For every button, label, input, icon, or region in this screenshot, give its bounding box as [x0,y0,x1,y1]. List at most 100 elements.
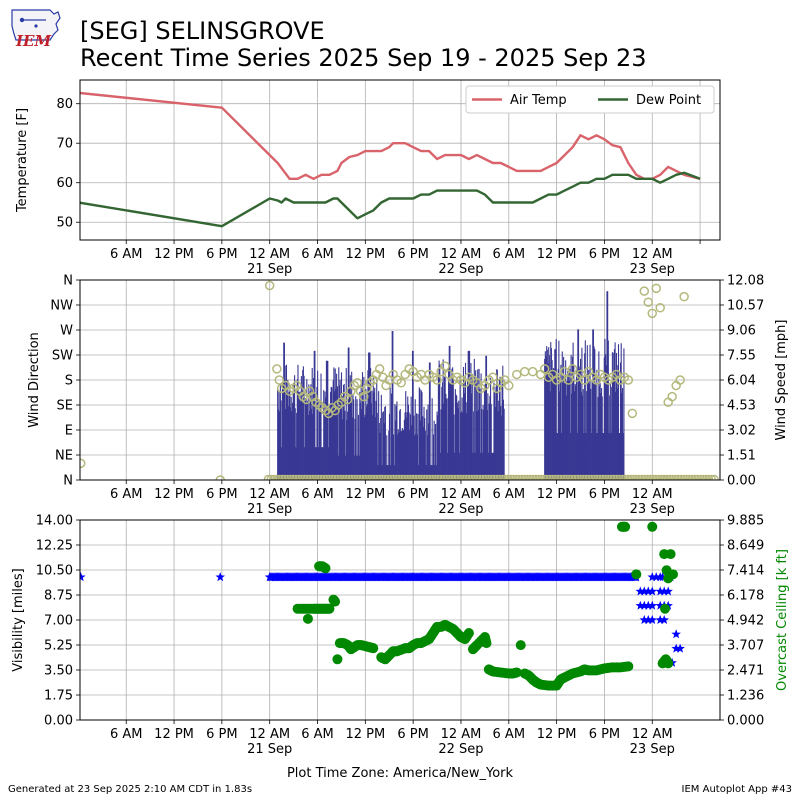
temp-x-date-label: 23 Sep [630,262,675,277]
temp-y-tick-label: 50 [56,216,73,231]
wind-calm-marker [606,474,616,480]
wind-calm-marker [411,474,421,480]
wind-direction-marker [519,366,530,377]
wind-x-tick-label: 12 AM [632,487,673,502]
wind-calm-marker [422,474,432,480]
wind-calm-marker [481,474,490,480]
wind-direction-marker [352,378,363,388]
vis-y-tick-label: 12.25 [36,539,73,554]
wind-calm-marker [459,474,468,480]
wind-calm-marker [584,474,594,480]
wind-y-tick-label: SW [52,349,73,364]
wind-calm-marker [651,474,661,480]
temp-y-tick-label: 70 [56,137,73,152]
temp-y-tick-label: 80 [56,97,73,112]
wind-calm-marker [378,474,387,480]
vis-y-tick-label: 1.75 [44,689,73,704]
visibility-marker [643,586,653,596]
wind-calm-marker [450,474,460,480]
wind-calm-marker [380,474,390,480]
wind-calm-marker [341,474,351,480]
wind-direction-marker [675,375,685,385]
wind-calm-marker [470,474,479,480]
vis-x-tick-label: 6 PM [397,727,428,742]
wind-calm-marker [539,474,549,480]
ceiling-marker [667,569,678,580]
wind-calm-marker [339,474,348,480]
visibility-marker [655,600,665,610]
wind-calm-marker [403,474,412,480]
wind-direction-marker [651,283,661,294]
temp-x-date-label: 21 Sep [247,262,292,277]
vis-x-axis: 6 AM 12 PM 6 PM 12 AM 6 AM 12 PM 6 PM 12 AM 6 AM… [110,520,675,757]
wind-calm-marker [498,474,507,480]
wind-x-tick-label: 12 AM [441,487,482,502]
wind-direction-marker [527,366,538,377]
wind-y-tick-label: W [60,324,73,339]
wind-calm-marker [453,474,463,480]
visibility-marker [639,586,649,596]
iem-logo: IEM [11,9,61,50]
wind-calm-marker [394,474,404,480]
wind-calm-marker [308,474,318,480]
wind-calm-marker [489,474,499,480]
temp-x-tick-label: 6 PM [397,247,428,262]
wind-calm-marker [548,474,557,480]
wind-direction-marker [488,372,498,382]
wind-calm-marker [579,474,588,480]
wind-calm-marker [565,474,574,480]
wind-calm-marker [567,474,577,480]
wind-x-tick-label: 12 PM [154,487,194,502]
wind-calm-marker [269,474,278,480]
visibility-marker [647,572,657,582]
wind-calm-marker [553,474,563,480]
wind-calm-marker [551,474,560,480]
wind-calm-marker [534,474,543,480]
legend-box [465,85,715,114]
vis-y-tick-label: 8.75 [44,589,73,604]
vis-y-tick-label: 5.25 [44,639,73,654]
wind-calm-marker [598,474,608,480]
wind-calm-marker [573,474,583,480]
wind-calm-marker [620,474,630,480]
wind-calm-marker [612,474,622,480]
wind-calm-marker [704,474,714,480]
wind-direction-marker [639,286,650,296]
wind-calm-marker [300,474,309,480]
wind-calm-marker [710,474,719,480]
wind-calm-marker [314,474,323,480]
temp-x-tick-label: 12 AM [441,247,482,262]
wind-calm-marker [587,474,596,480]
wind-calm-marker [698,474,708,480]
temp-x-tick-label: 12 PM [154,247,194,262]
ceiling-marker [332,654,343,665]
wind-calm-marker [305,474,315,480]
wind-direction-marker [358,391,369,402]
vis-y2-tick-label: 9.885 [727,514,764,529]
wind-calm-marker [618,474,627,480]
wind-calm-marker [517,474,527,480]
wind-calm-marker [386,474,396,480]
temp-frame [79,79,721,241]
vis-y-tick-label: 0.00 [44,714,73,729]
wind-y2-tick-label: 9.06 [727,324,756,339]
wind-calm-marker [662,474,672,480]
wind-direction-markers [80,280,689,480]
vis-y-tick-label: 3.50 [44,664,73,679]
ceiling-marker [511,667,522,678]
wind-x-date-label: 21 Sep [247,502,292,517]
wind-calm-marker [495,474,504,480]
ceiling-marker [665,549,676,560]
vis-x-date-label: 23 Sep [630,742,675,757]
wind-calm-marker [537,474,546,480]
wind-y2-tick-label: 10.57 [727,299,764,314]
wind-direction-marker [671,380,681,391]
wind-calm-marker [286,474,295,480]
wind-calm-marker [632,474,641,480]
temp-legend: Air Temp Dew Point [465,85,715,114]
vis-x-tick-label: 12 PM [537,727,577,742]
wind-calm-marker [369,474,379,480]
wind-calm-marker [528,474,538,480]
visibility-marker [651,572,661,582]
wind-calm-marker [531,474,541,480]
